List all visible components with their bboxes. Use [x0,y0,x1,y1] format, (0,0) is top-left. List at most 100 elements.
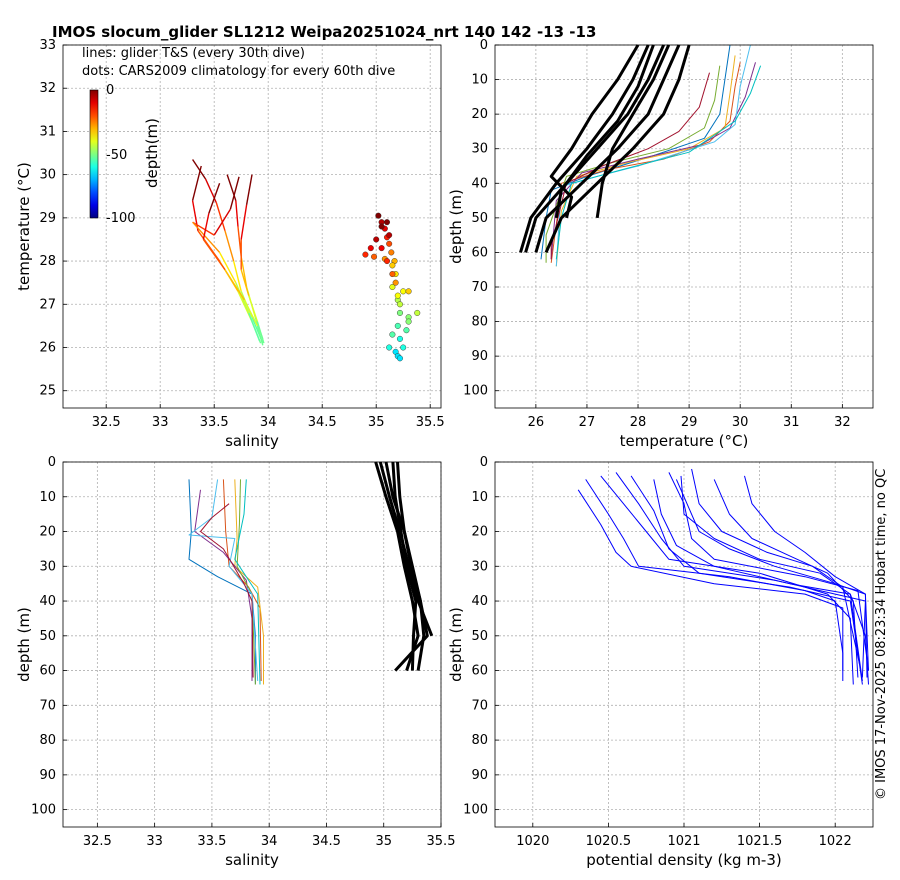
glider-ts-segment [240,269,250,296]
x-tick-label: 30 [732,415,749,430]
y-tick-label: 50 [471,211,488,226]
x-tick-label: 27 [579,415,596,430]
glider-ts-segment [245,174,253,206]
glider-ts-segment [192,221,215,236]
x-axis-label: salinity [225,851,279,869]
colorbar-tick-label: 0 [106,83,114,98]
x-tick-label: 1020 [516,834,549,849]
y-tick-label: 100 [463,803,488,818]
glider-ts-segment [224,230,235,262]
annotation-text: lines: glider T&S (every 30th dive) [82,46,305,61]
y-tick-label: 30 [471,142,488,157]
x-axis-label: salinity [225,432,279,450]
climatology-dot [394,292,401,299]
colorbar [89,89,99,219]
colorbar-tick-label: -50 [106,148,127,163]
y-tick-label: 80 [471,733,488,748]
y-tick-label: 100 [31,803,56,818]
x-tick-label: 31 [783,415,800,430]
x-tick-label: 1021.5 [737,834,783,849]
glider-ts-segment [224,269,246,301]
figure-title: IMOS slocum_glider SL1212 Weipa20251024_… [52,23,596,41]
y-tick-label: 20 [471,107,488,122]
y-tick-label: 30 [39,559,56,574]
climatology-profile-line [396,461,426,671]
climatology-dot [389,262,396,269]
x-tick-label: 1020.5 [586,834,632,849]
density-profile-line [675,479,868,678]
y-tick-label: 90 [39,768,56,783]
y-tick-label: 20 [471,525,488,540]
x-tick-label: 34.5 [312,834,341,849]
climatology-dot [400,288,407,295]
glider-ts-segment [240,256,248,288]
x-tick-label: 28 [630,415,647,430]
x-tick-label: 34.5 [308,415,337,430]
y-tick-label: 20 [39,525,56,540]
y-tick-label: 31 [39,124,56,139]
density-profile-line [713,479,859,678]
axes-frame [494,44,874,409]
climatology-profile-line [595,44,671,219]
chart-sal_depth: 32.5 33 33.5 34 34.5 35 35.5 0 10 20 30 40 50 60 70 80 9… [15,455,455,869]
climatology-profile-line [391,461,418,671]
y-tick-label: 70 [471,698,488,713]
glider-profile-line [555,55,736,267]
x-tick-label: 35 [375,834,392,849]
glider-ts-segment [229,176,240,210]
glider-ts-segment [213,208,231,236]
glider-ts-segment [192,159,207,180]
glider-ts-segment [191,200,199,231]
glider-profile-line [234,479,261,685]
density-profile-line [577,489,844,671]
chart-temp_depth: 26 27 28 29 30 31 32 0 10 20 30 40 50 60 70 80 90 100 temp… [447,38,874,450]
y-tick-label: 0 [480,455,488,470]
glider-ts-segment [202,213,210,240]
climatology-dot [375,212,382,219]
glider-ts-segment [256,325,264,346]
density-profile-line [630,475,863,685]
y-tick-label: 0 [480,38,488,53]
y-tick-label: 25 [39,384,56,399]
climatology-dot [389,271,396,278]
density-profile-line [615,472,866,678]
glider-ts-segment [218,252,237,284]
chart-ts: lines: glider T&S (every 30th dive) dots:… [15,38,445,450]
glider-ts-segment [248,295,259,322]
glider-ts-segment [235,200,239,227]
y-tick-label: 80 [39,733,56,748]
chart-dens_depth: 1020 1020.5 1021 1021.5 10220102030405060708… [447,455,874,869]
x-axis-label: temperature (°C) [620,432,749,450]
y-tick-label: 90 [471,768,488,783]
climatology-dot [384,219,391,226]
y-tick-label: 0 [48,455,56,470]
x-tick-label: 34 [260,415,277,430]
climatology-dot [386,344,393,351]
density-profile-line [680,475,863,682]
y-tick-label: 33 [39,38,56,53]
colorbar-label: depth(m) [143,118,161,188]
y-tick-label: 50 [39,629,56,644]
climatology-dot [384,258,391,265]
y-tick-label: 27 [39,297,56,312]
density-profile-line [691,468,860,664]
x-axis-label: potential density (kg m-3) [586,851,782,869]
x-tick-label: 32.5 [92,415,121,430]
x-tick-label: 32 [834,415,851,430]
y-tick-label: 60 [471,245,488,260]
y-axis-label: depth (m) [447,607,465,682]
y-tick-label: 40 [39,594,56,609]
glider-ts-segment [240,204,248,240]
x-tick-label: 35.5 [427,834,456,849]
climatology-profile-line [534,44,681,253]
x-tick-label: 29 [681,415,698,430]
climatology-profile-line [519,44,650,253]
glider-ts-segment [232,260,242,292]
glider-ts-segment [202,239,226,271]
climatology-dot [386,232,393,239]
colorbar-tick-label: -100 [106,211,136,226]
glider-ts-segment [248,312,261,342]
climatology-dot [405,318,412,325]
y-tick-label: 70 [471,280,488,295]
y-tick-label: 90 [471,349,488,364]
